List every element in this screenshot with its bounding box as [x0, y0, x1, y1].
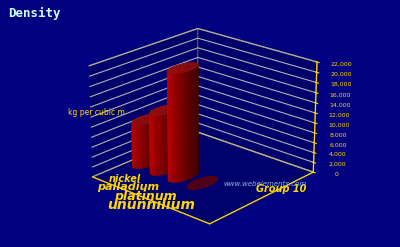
Text: Density: Density [8, 7, 60, 21]
